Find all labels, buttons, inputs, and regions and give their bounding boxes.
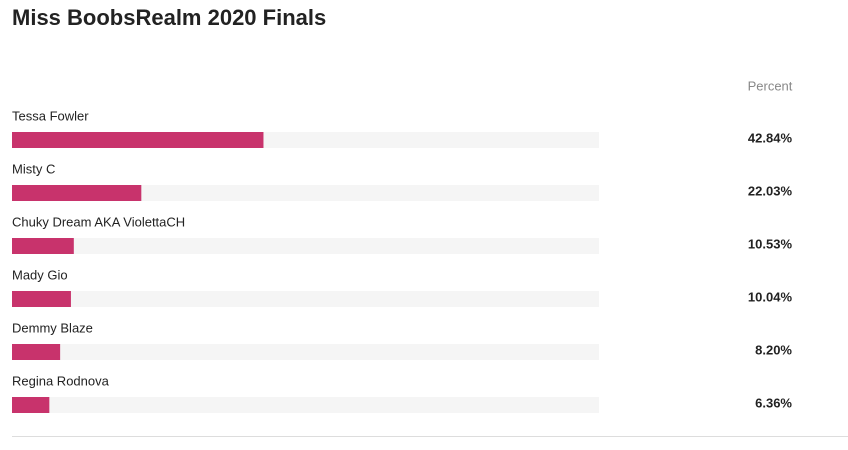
value-label: 10.04% bbox=[748, 289, 793, 304]
column-header: Percent bbox=[748, 78, 793, 93]
bar bbox=[12, 185, 142, 201]
value-label: 22.03% bbox=[748, 183, 793, 198]
bar bbox=[12, 344, 61, 360]
bar bbox=[12, 291, 71, 307]
bar-track bbox=[12, 238, 599, 254]
option-label: Misty C bbox=[12, 161, 55, 176]
value-label: 10.53% bbox=[748, 236, 793, 251]
bar-track bbox=[12, 344, 599, 360]
option-label: Mady Gio bbox=[12, 267, 68, 282]
poll-title: Miss BoobsRealm 2020 Finals bbox=[12, 5, 326, 30]
bar-track bbox=[12, 397, 599, 413]
option-label: Demmy Blaze bbox=[12, 320, 93, 335]
value-label: 42.84% bbox=[748, 130, 793, 145]
bar bbox=[12, 397, 50, 413]
option-label: Regina Rodnova bbox=[12, 373, 110, 388]
value-label: 8.20% bbox=[755, 342, 792, 357]
bar bbox=[12, 132, 264, 148]
bar bbox=[12, 238, 74, 254]
value-label: 6.36% bbox=[755, 395, 792, 410]
bar-track bbox=[12, 185, 599, 201]
option-label: Tessa Fowler bbox=[12, 108, 89, 123]
option-label: Chuky Dream AKA ViolettaCH bbox=[12, 214, 185, 229]
bar-track bbox=[12, 291, 599, 307]
